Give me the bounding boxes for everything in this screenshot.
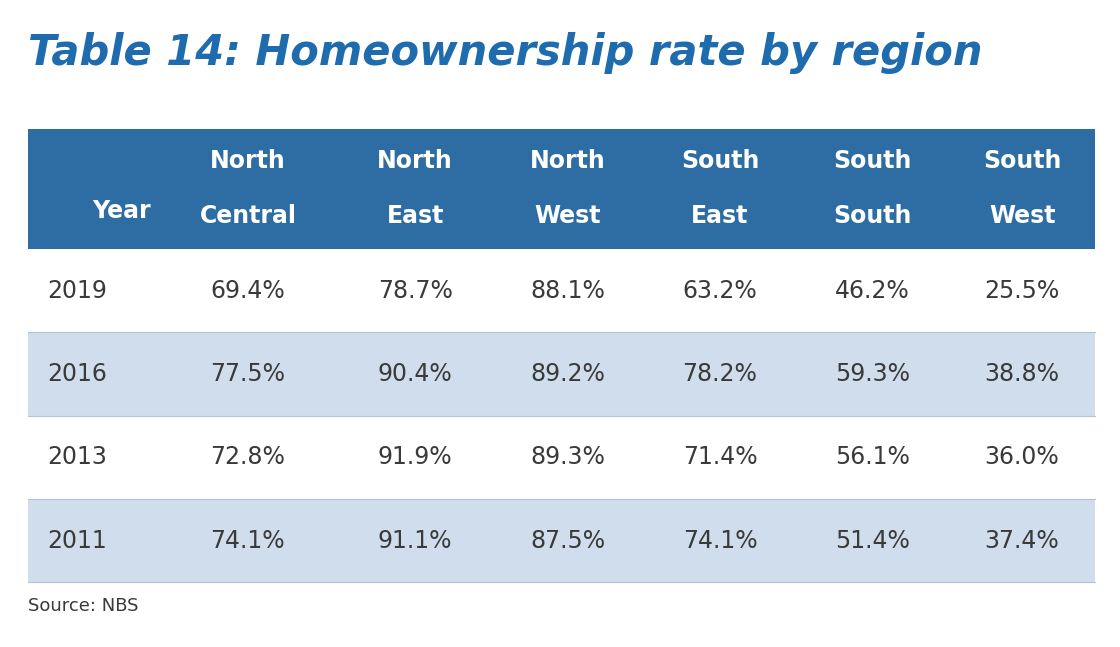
Text: 74.1%: 74.1% <box>683 529 757 553</box>
Text: East: East <box>386 204 444 228</box>
Text: 38.8%: 38.8% <box>984 362 1060 386</box>
Bar <box>28 129 1095 249</box>
Text: South: South <box>833 204 912 228</box>
Text: 2019: 2019 <box>47 279 108 303</box>
Bar <box>28 333 1095 416</box>
Text: 59.3%: 59.3% <box>836 362 911 386</box>
Text: Table 14: Homeownership rate by region: Table 14: Homeownership rate by region <box>28 32 982 74</box>
Text: 2013: 2013 <box>47 445 108 469</box>
Text: 72.8%: 72.8% <box>211 445 286 469</box>
Bar <box>28 416 1095 499</box>
Text: Central: Central <box>199 204 297 228</box>
Bar <box>28 499 1095 582</box>
Text: 89.3%: 89.3% <box>530 445 605 469</box>
Text: 56.1%: 56.1% <box>836 445 909 469</box>
Text: South: South <box>833 149 912 173</box>
Text: 78.7%: 78.7% <box>377 279 452 303</box>
Text: 89.2%: 89.2% <box>530 362 605 386</box>
Text: 78.2%: 78.2% <box>682 362 757 386</box>
Text: 36.0%: 36.0% <box>984 445 1060 469</box>
Text: 46.2%: 46.2% <box>836 279 909 303</box>
Text: North: North <box>530 149 606 173</box>
Text: Source: NBS: Source: NBS <box>28 597 139 615</box>
Text: South: South <box>681 149 759 173</box>
Text: 87.5%: 87.5% <box>530 529 605 553</box>
Text: 63.2%: 63.2% <box>683 279 757 303</box>
Text: 91.9%: 91.9% <box>377 445 452 469</box>
Text: 77.5%: 77.5% <box>211 362 286 386</box>
Text: East: East <box>691 204 748 228</box>
Text: West: West <box>989 204 1055 228</box>
Bar <box>28 249 1095 333</box>
Text: 88.1%: 88.1% <box>530 279 605 303</box>
Text: 37.4%: 37.4% <box>984 529 1060 553</box>
Text: North: North <box>211 149 286 173</box>
Text: Year: Year <box>93 199 151 223</box>
Text: 25.5%: 25.5% <box>984 279 1060 303</box>
Text: North: North <box>377 149 452 173</box>
Text: 51.4%: 51.4% <box>836 529 909 553</box>
Text: 91.1%: 91.1% <box>377 529 452 553</box>
Text: 2016: 2016 <box>47 362 108 386</box>
Text: 90.4%: 90.4% <box>377 362 452 386</box>
Text: West: West <box>534 204 600 228</box>
Text: 71.4%: 71.4% <box>683 445 757 469</box>
Text: 2011: 2011 <box>47 529 108 553</box>
Text: 69.4%: 69.4% <box>211 279 286 303</box>
Text: 74.1%: 74.1% <box>211 529 286 553</box>
Text: South: South <box>983 149 1062 173</box>
